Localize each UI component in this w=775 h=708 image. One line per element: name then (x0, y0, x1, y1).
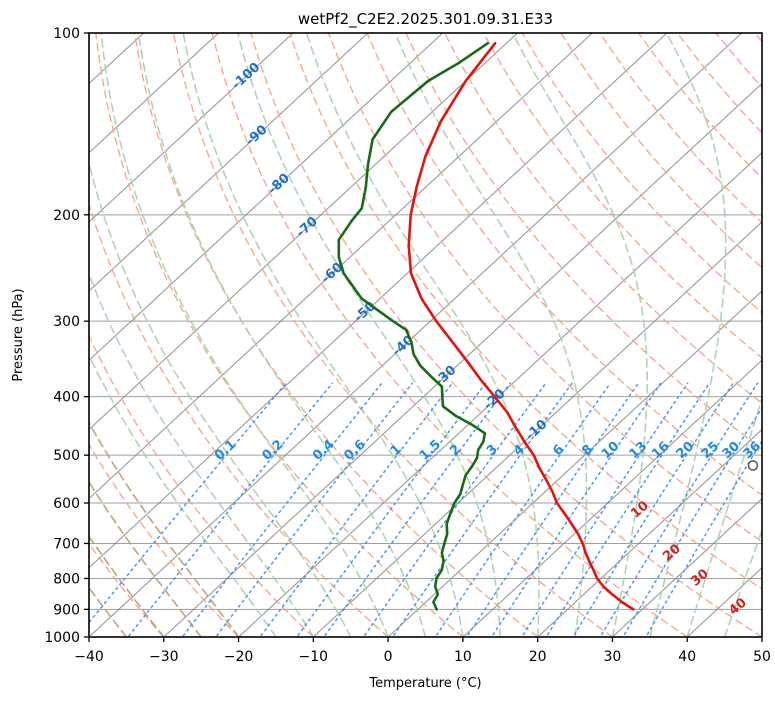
xtick-label-0: 0 (384, 649, 393, 665)
mixing-ratio-16 (545, 382, 711, 637)
isotherm--20 (238, 151, 762, 637)
plot-area (89, 33, 762, 637)
profile-temperature (407, 42, 635, 611)
dry-adiabat-0 (89, 202, 389, 637)
chart-title: wetPf2_C2E2.2025.301.09.31.E33 (298, 10, 553, 29)
isotherm--90 (89, 33, 369, 292)
mixing-ratio-0.4 (181, 382, 383, 637)
isotherm--80 (89, 33, 444, 362)
x-axis-label: Temperature (°C) (368, 676, 481, 691)
mixing-ratio-lines (89, 382, 762, 637)
xtick-label-20: 20 (529, 649, 547, 665)
ytick-label-900: 900 (53, 602, 80, 618)
isotherm-0 (387, 290, 762, 637)
isotherm-50 (761, 636, 762, 637)
mixing-ratio-10 (490, 382, 662, 637)
ytick-label-1000: 1000 (44, 630, 80, 646)
mixing-ratio-1 (259, 382, 454, 637)
isotherm--60 (89, 33, 593, 500)
dry-adiabat-10 (95, 33, 464, 637)
xtick-label-30: 30 (604, 649, 622, 665)
ytick-label-200: 200 (53, 208, 80, 224)
moist-adiabat-25 (394, 33, 588, 637)
xtick-label-10: 10 (454, 649, 472, 665)
mixing-ratio-0.1 (89, 382, 287, 624)
profile-dewpoint (337, 42, 489, 611)
isotherm--10 (312, 221, 762, 637)
lcl-marker (747, 460, 759, 471)
mixing-ratio-2 (322, 382, 511, 637)
moist-adiabat-20 (305, 33, 540, 637)
isotherm-30 (611, 497, 762, 637)
isotherm--30 (163, 82, 762, 637)
mixing-ratio-36 (645, 439, 762, 637)
moist-adiabat--20 (89, 421, 240, 637)
plot-frame (88, 32, 763, 638)
dry-adiabat-60 (288, 33, 762, 590)
mixing-ratio-6 (434, 382, 612, 637)
moist-adiabat-0 (100, 33, 389, 637)
mixing-ratio-0.2 (127, 382, 334, 637)
mixing-ratio-8 (465, 382, 640, 637)
ytick-label-700: 700 (53, 536, 80, 552)
xtick-label-50: 50 (753, 649, 771, 665)
dry-adiabat-80 (366, 33, 762, 497)
ytick-label-100: 100 (53, 26, 80, 42)
isotherm--70 (89, 33, 519, 431)
moist-adiabat-50 (761, 634, 762, 637)
xtick-label--10: −10 (299, 649, 329, 665)
mixing-ratio-1.5 (295, 382, 487, 637)
mixing-ratio-0.6 (214, 382, 413, 637)
ytick-label-300: 300 (53, 314, 80, 330)
mixing-ratio-4 (391, 382, 573, 637)
dry-adiabat-100 (444, 33, 762, 405)
moist-adiabat-35 (649, 33, 727, 637)
moist-adiabat--15 (89, 353, 277, 637)
moist-adiabat-lines (89, 33, 762, 637)
moist-adiabat-30 (511, 33, 648, 637)
moist-adiabat--5 (89, 160, 352, 637)
dry-adiabat-120 (521, 33, 762, 314)
isobar-lines (89, 33, 762, 637)
plot-background (89, 33, 762, 637)
xtick-label--20: −20 (224, 649, 254, 665)
xtick-label--30: −30 (149, 649, 179, 665)
profile-curves (337, 42, 635, 611)
dry-adiabat-30 (172, 33, 614, 637)
axes: −40 −30 −20 −10 0 10 20 30 40 50 100 200 300 400 500 60… (44, 26, 771, 665)
dry-adiabat-40 (211, 33, 688, 637)
moist-adiabat-45 (723, 528, 762, 637)
markers (747, 460, 759, 471)
xtick-label-40: 40 (678, 649, 696, 665)
isotherm-20 (537, 428, 762, 637)
mixing-ratio-20 (572, 382, 734, 637)
dry-adiabat-70 (327, 33, 762, 543)
mixing-ratio-13 (520, 382, 689, 637)
isotherm-10 (462, 359, 762, 637)
ytick-label-600: 600 (53, 496, 80, 512)
xtick-label--40: −40 (74, 649, 104, 665)
moist-adiabat--25 (89, 480, 202, 637)
ytick-label-400: 400 (53, 390, 80, 406)
dry-adiabat-90 (405, 33, 762, 450)
moist-adiabat-10 (182, 33, 464, 637)
moist-adiabat--35 (89, 586, 128, 637)
isotherm--110 (89, 33, 219, 154)
moist-adiabat-5 (137, 33, 427, 637)
isotherm--50 (89, 33, 668, 569)
dry-adiabat-lines (89, 33, 762, 637)
isotherm--100 (89, 33, 294, 223)
dry-adiabat--10 (89, 333, 314, 637)
y-axis-label: Pressure (hPa) (11, 288, 26, 381)
dry-adiabat-50 (250, 33, 762, 637)
ytick-label-500: 500 (53, 448, 80, 464)
dry-adiabat-20 (133, 33, 539, 637)
moist-adiabat--30 (89, 534, 165, 637)
mixing-ratio-3 (362, 382, 547, 637)
ytick-label-800: 800 (53, 571, 80, 587)
moist-adiabat-40 (686, 395, 762, 637)
